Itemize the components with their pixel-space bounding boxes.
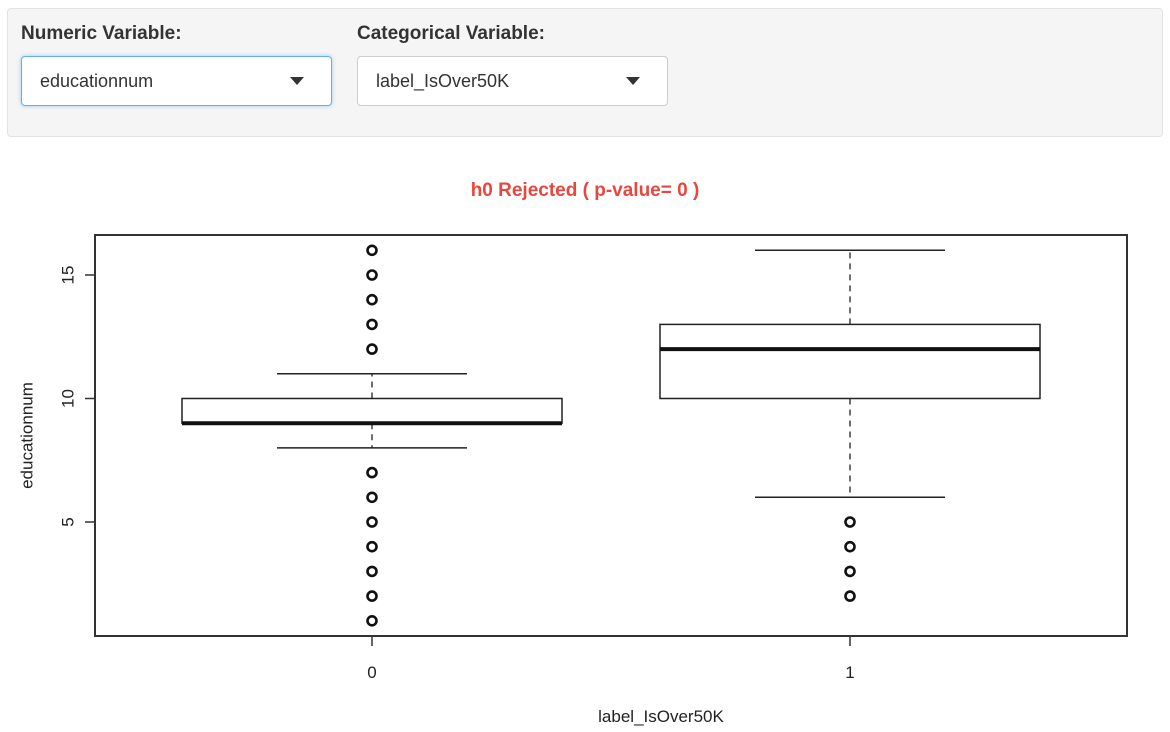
input-panel: Numeric Variable: educationnum Categoric… <box>7 8 1163 137</box>
x-tick-label: 0 <box>367 663 376 682</box>
outlier-point <box>844 516 856 528</box>
plot-frame <box>94 234 1128 637</box>
categorical-variable-label: Categorical Variable: <box>357 23 545 44</box>
chevron-down-icon[interactable] <box>290 77 304 85</box>
x-axis-label: label_IsOver50K <box>598 707 724 726</box>
outlier-point <box>366 343 378 355</box>
outlier-point <box>366 466 378 479</box>
outlier-point <box>366 244 378 257</box>
outlier-point <box>844 540 856 553</box>
outlier-point <box>366 565 378 578</box>
outlier-point <box>366 590 378 602</box>
box-iqr <box>181 397 563 424</box>
categorical-variable-select[interactable]: label_IsOver50K <box>357 56 668 106</box>
numeric-variable-select[interactable]: educationnum <box>21 56 332 106</box>
y-tick-label: 5 <box>58 517 77 526</box>
outlier-point <box>366 491 378 504</box>
outlier-point <box>844 590 856 602</box>
outlier-point <box>366 318 378 331</box>
y-tick-label: 10 <box>58 389 77 408</box>
y-tick-label: 15 <box>58 266 77 285</box>
box-iqr <box>659 323 1041 400</box>
outlier-point <box>844 565 856 578</box>
numeric-variable-label: Numeric Variable: <box>21 23 182 44</box>
result-title: h0 Rejected ( p-value= 0 ) <box>470 180 700 201</box>
y-axis-label: educationnum <box>17 382 36 489</box>
outlier-point <box>366 269 378 281</box>
outlier-point <box>366 293 378 306</box>
numeric-variable-value: educationnum <box>40 71 154 91</box>
outlier-point <box>366 516 378 528</box>
categorical-variable-value: label_IsOver50K <box>376 71 510 91</box>
outlier-point <box>366 614 378 627</box>
x-tick-label: 1 <box>845 663 854 682</box>
chevron-down-icon[interactable] <box>626 77 640 85</box>
outlier-point <box>366 540 378 553</box>
